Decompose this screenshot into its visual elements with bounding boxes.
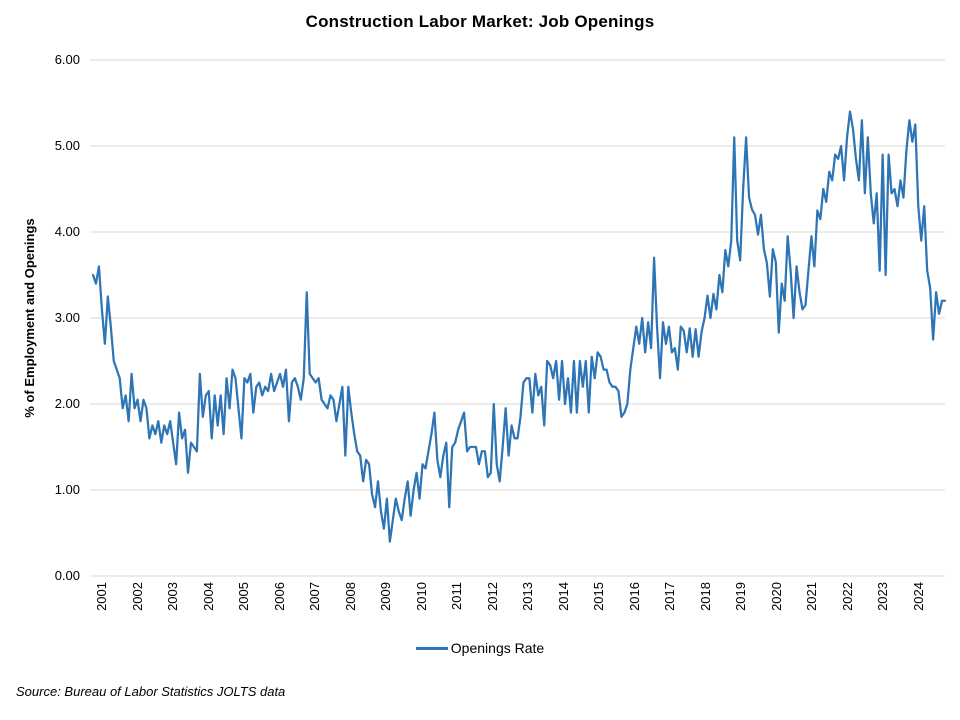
chart-title: Construction Labor Market: Job Openings	[305, 12, 655, 31]
legend: Openings Rate	[0, 640, 960, 656]
x-tick-label: 2022	[839, 582, 855, 611]
y-tick-label: 4.00	[54, 224, 80, 239]
x-tick-label: 2010	[413, 582, 429, 611]
x-tick-label: 2017	[662, 582, 677, 611]
openings-rate-line	[91, 110, 947, 543]
y-tick-label: 0.00	[54, 568, 80, 583]
y-tick-label: 5.00	[54, 138, 80, 153]
x-tick-label: 2016	[626, 582, 642, 611]
x-tick-label: 2012	[484, 582, 500, 611]
x-tick-label: 2014	[555, 582, 571, 611]
gridlines	[90, 59, 945, 577]
x-tick-label: 2013	[520, 582, 535, 611]
x-tick-label: 2006	[271, 582, 287, 611]
x-tick-label: 2001	[94, 582, 109, 611]
x-tick-label: 2024	[910, 582, 926, 611]
x-tick-label: 2009	[378, 582, 393, 611]
y-tick-label: 3.00	[54, 310, 80, 325]
x-tick-label: 2023	[875, 582, 890, 611]
x-tick-label: 2007	[307, 582, 322, 611]
y-tick-label: 2.00	[54, 396, 80, 411]
x-tick-label: 2011	[449, 582, 464, 610]
legend-line-swatch	[415, 646, 448, 650]
x-tick-label: 2019	[733, 582, 748, 611]
x-tick-label: 2003	[165, 582, 180, 611]
x-tick-label: 2004	[200, 582, 216, 611]
legend-label: Openings Rate	[450, 640, 545, 656]
y-tick-label: 1.00	[54, 482, 80, 497]
x-tick-label: 2005	[236, 582, 251, 611]
x-tick-label: 2018	[697, 582, 713, 611]
y-tick-label: 6.00	[54, 52, 80, 67]
source-note: Source: Bureau of Labor Statistics JOLTS…	[16, 684, 286, 699]
x-tick-label: 2002	[129, 582, 145, 611]
x-tick-label: 2021	[804, 582, 819, 611]
x-tick-label: 2015	[591, 582, 606, 611]
x-tick-label: 2020	[768, 582, 784, 611]
x-tick-label: 2008	[342, 582, 358, 611]
